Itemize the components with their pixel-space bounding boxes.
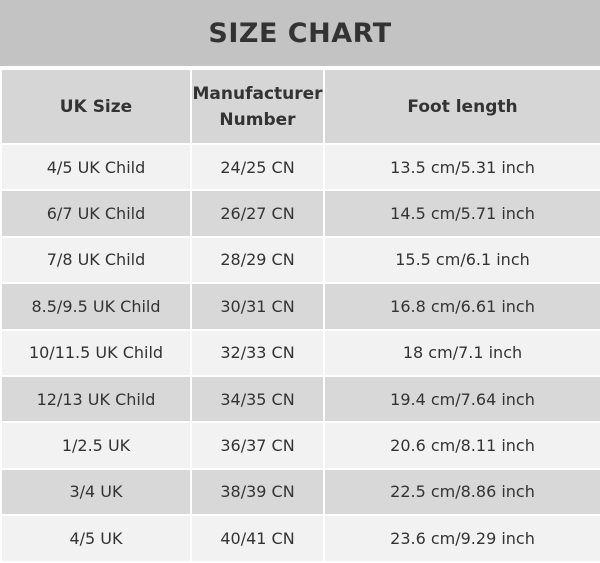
header-uk-size: UK Size (0, 68, 192, 145)
table-row: 7/8 UK Child 28/29 CN 15.5 cm/6.1 inch (0, 235, 600, 285)
cell-manufacturer-number: 40/41 CN (190, 514, 325, 563)
cell-manufacturer-number: 38/39 CN (190, 467, 325, 517)
header-manufacturer-number: Manufacturer Number (190, 68, 325, 145)
cell-foot-length: 15.5 cm/6.1 inch (323, 235, 600, 285)
table-row: 8.5/9.5 UK Child 30/31 CN 16.8 cm/6.61 inc… (0, 282, 600, 331)
table-row: 10/11.5 UK Child 32/33 CN 18 cm/7.1 inch (0, 328, 600, 377)
table-row: 4/5 UK Child 24/25 CN 13.5 cm/5.31 inch (0, 142, 600, 192)
cell-uk-size: 1/2.5 UK (0, 421, 192, 470)
cell-manufacturer-number: 36/37 CN (190, 421, 325, 470)
size-chart-title: SIZE CHART (0, 0, 600, 68)
cell-uk-size: 3/4 UK (0, 467, 192, 517)
size-chart-table: UK Size Manufacturer Number Foot length … (0, 68, 600, 563)
cell-uk-size: 10/11.5 UK Child (0, 328, 192, 377)
cell-uk-size: 7/8 UK Child (0, 235, 192, 285)
cell-uk-size: 8.5/9.5 UK Child (0, 282, 192, 331)
cell-uk-size: 12/13 UK Child (0, 374, 192, 424)
cell-foot-length: 22.5 cm/8.86 inch (323, 467, 600, 517)
table-row: 6/7 UK Child 26/27 CN 14.5 cm/5.71 inch (0, 189, 600, 238)
cell-foot-length: 18 cm/7.1 inch (323, 328, 600, 377)
table-row: 12/13 UK Child 34/35 CN 19.4 cm/7.64 inch (0, 374, 600, 424)
header-row: UK Size Manufacturer Number Foot length (0, 68, 600, 145)
cell-uk-size: 4/5 UK Child (0, 142, 192, 192)
cell-manufacturer-number: 34/35 CN (190, 374, 325, 424)
header-foot-length: Foot length (323, 68, 600, 145)
cell-manufacturer-number: 32/33 CN (190, 328, 325, 377)
cell-manufacturer-number: 28/29 CN (190, 235, 325, 285)
table-row: 4/5 UK 40/41 CN 23.6 cm/9.29 inch (0, 514, 600, 563)
header-manufacturer-number-text: Manufacturer Number (192, 83, 323, 130)
cell-uk-size: 4/5 UK (0, 514, 192, 563)
cell-manufacturer-number: 30/31 CN (190, 282, 325, 331)
table-row: 1/2.5 UK 36/37 CN 20.6 cm/8.11 inch (0, 421, 600, 470)
cell-foot-length: 14.5 cm/5.71 inch (323, 189, 600, 238)
cell-foot-length: 16.8 cm/6.61 inch (323, 282, 600, 331)
cell-uk-size: 6/7 UK Child (0, 189, 192, 238)
cell-foot-length: 19.4 cm/7.64 inch (323, 374, 600, 424)
cell-foot-length: 20.6 cm/8.11 inch (323, 421, 600, 470)
cell-manufacturer-number: 24/25 CN (190, 142, 325, 192)
table-row: 3/4 UK 38/39 CN 22.5 cm/8.86 inch (0, 467, 600, 517)
cell-foot-length: 13.5 cm/5.31 inch (323, 142, 600, 192)
cell-foot-length: 23.6 cm/9.29 inch (323, 514, 600, 563)
cell-manufacturer-number: 26/27 CN (190, 189, 325, 238)
